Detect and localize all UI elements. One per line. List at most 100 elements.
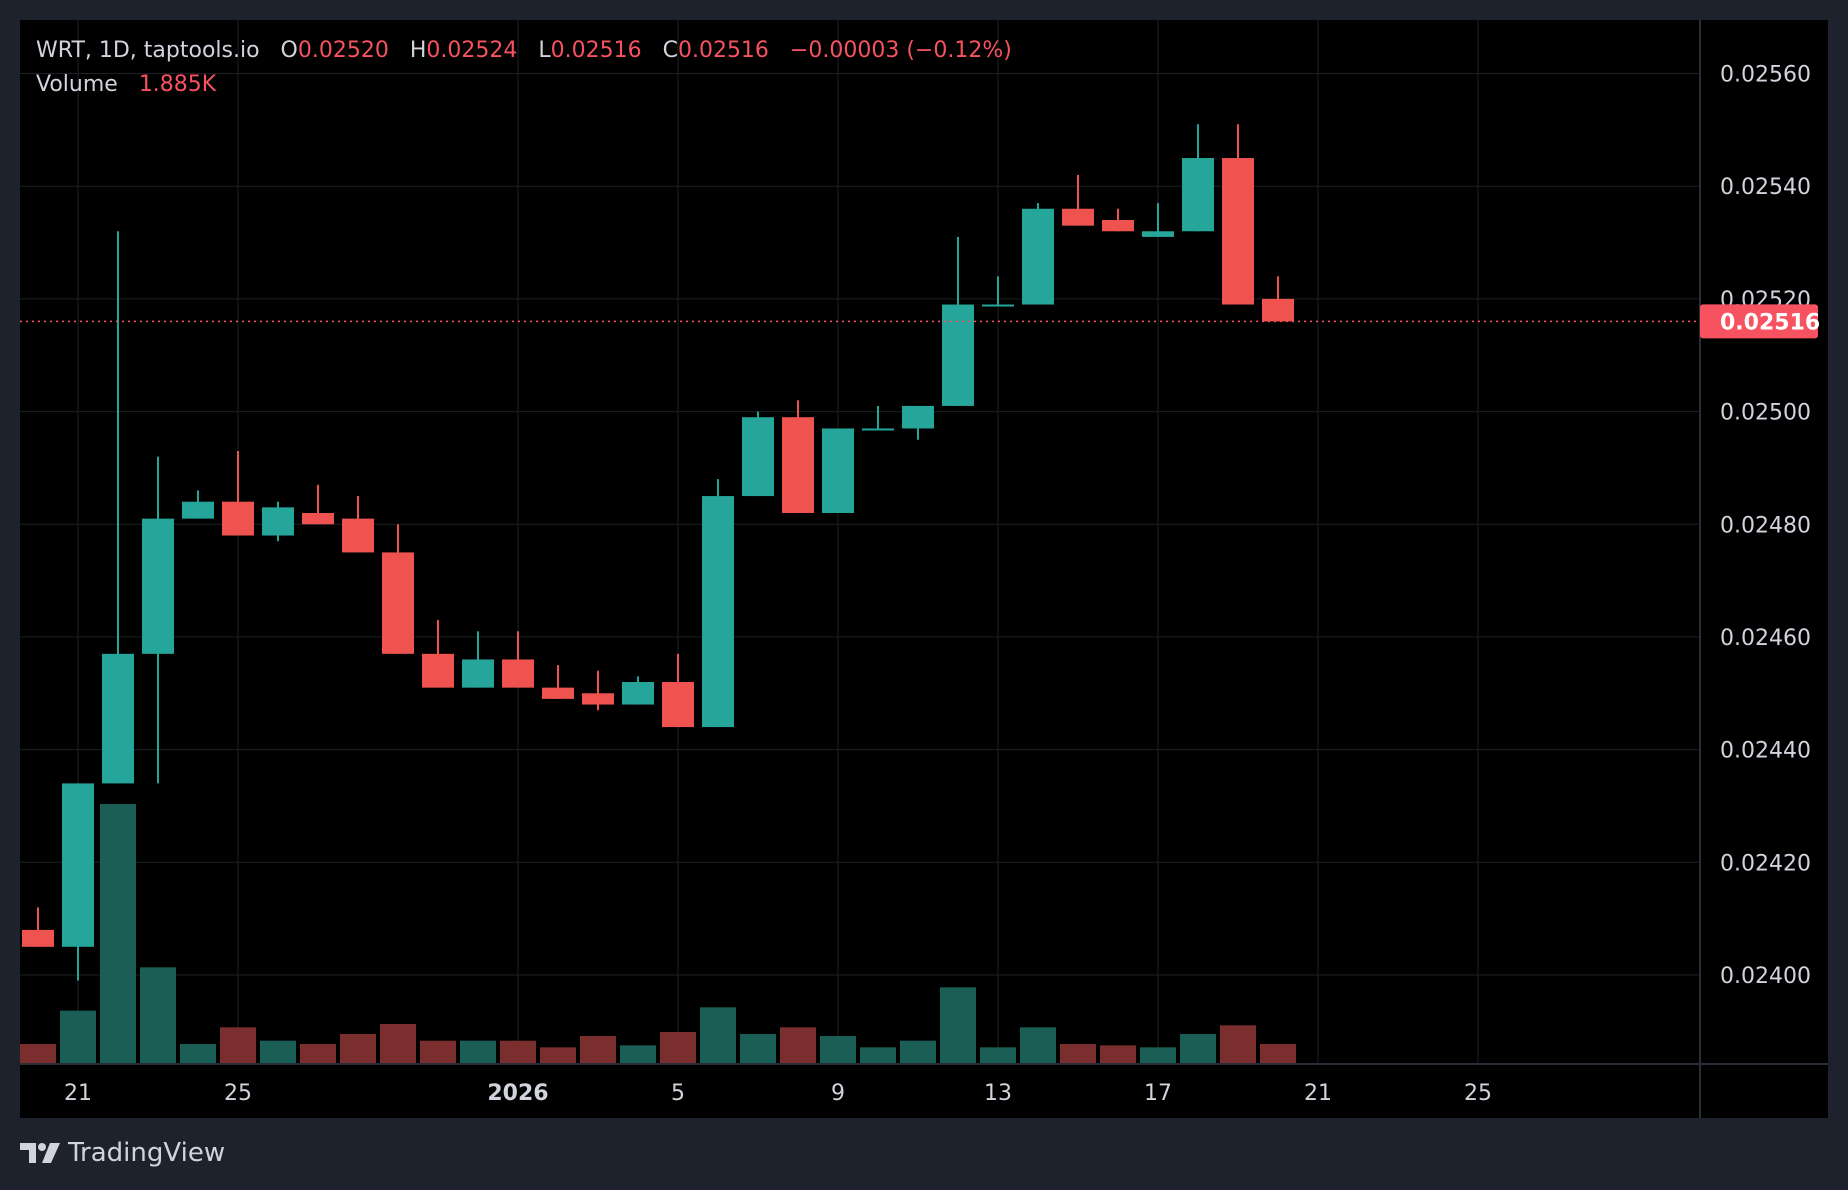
ohlc-legend: WRT, 1D, taptools.io O0.02520 H0.02524 L… [36, 38, 1012, 63]
price-tick-label: 0.02480 [1720, 513, 1811, 538]
volume-bar [1260, 1044, 1296, 1064]
candle-body [982, 304, 1014, 307]
candle-body [542, 687, 574, 699]
volume-bar [780, 1027, 816, 1064]
time-axis: 21 25 2026 5 9 13 17 21 25 [64, 1081, 1492, 1106]
time-tick-label: 5 [671, 1081, 685, 1106]
time-tick-label: 13 [984, 1081, 1012, 1106]
volume-bar [100, 804, 136, 1064]
close-label: C [662, 38, 678, 63]
volume-bar [1020, 1027, 1056, 1064]
time-tick-label: 17 [1144, 1081, 1172, 1106]
time-tick-label: 21 [64, 1081, 92, 1106]
time-tick-label: 25 [224, 1081, 252, 1106]
price-tick-label: 0.02540 [1720, 175, 1811, 200]
change-value: −0.00003 (−0.12%) [789, 38, 1012, 63]
high-label: H [409, 38, 427, 63]
volume-bar [420, 1040, 456, 1064]
candle-body [382, 552, 414, 654]
candle-body [1022, 208, 1054, 305]
candle-body [142, 518, 174, 654]
candle-body [662, 682, 694, 728]
candle-body [462, 659, 494, 688]
time-tick-label: 21 [1304, 1081, 1332, 1106]
volume-bar [940, 987, 976, 1064]
candle-body [1222, 158, 1254, 305]
volume-bar [860, 1047, 896, 1064]
low-value: 0.02516 [550, 38, 642, 63]
candle-body [782, 417, 814, 513]
volume-label[interactable]: Volume [36, 72, 118, 97]
candle-body [862, 428, 894, 431]
high-value: 0.02524 [426, 38, 518, 63]
plot-background [20, 20, 1828, 1118]
symbol-label[interactable]: WRT, 1D, taptools.io [36, 38, 260, 63]
volume-bar [620, 1045, 656, 1064]
candle-body [622, 682, 654, 705]
candle-body [942, 304, 974, 406]
volume-bar [20, 1044, 56, 1064]
candle-body [422, 653, 454, 688]
last-price-badge: 0.02516 [1700, 304, 1820, 339]
volume-bar [820, 1036, 856, 1064]
price-tick-label: 0.02420 [1720, 851, 1811, 876]
volume-bar [740, 1034, 776, 1064]
price-tick-label: 0.02500 [1720, 401, 1811, 426]
volume-bar [1180, 1034, 1216, 1064]
volume-bar [1220, 1025, 1256, 1064]
candle-body [222, 501, 254, 536]
volume-bar [380, 1024, 416, 1064]
open-value: 0.02520 [297, 38, 389, 63]
candle-body [262, 507, 294, 536]
volume-bar [1100, 1045, 1136, 1064]
volume-bars [20, 804, 1296, 1064]
volume-bar [980, 1047, 1016, 1064]
price-tick-label: 0.02400 [1720, 964, 1811, 989]
candle-body [1062, 208, 1094, 226]
candle-body [302, 512, 334, 525]
price-tick-label: 0.02460 [1720, 626, 1811, 651]
volume-bar [260, 1040, 296, 1064]
price-tick-label: 0.02560 [1720, 63, 1811, 88]
candle-body [742, 417, 774, 497]
candle-body [342, 518, 374, 553]
grid-lines [20, 20, 1700, 1064]
time-tick-label: 9 [831, 1081, 845, 1106]
candle-body [1182, 158, 1214, 232]
price-axis: 0.025600.025400.025200.025000.024800.024… [1720, 63, 1811, 989]
volume-bar [540, 1047, 576, 1064]
volume-bar [660, 1032, 696, 1064]
tradingview-brand[interactable]: TradingView [20, 1138, 225, 1168]
tradingview-logo-icon [20, 1143, 60, 1163]
volume-bar [340, 1034, 376, 1064]
candle-body [502, 659, 534, 688]
volume-bar [1060, 1044, 1096, 1064]
volume-bar [900, 1040, 936, 1064]
volume-bar [1140, 1047, 1176, 1064]
volume-legend: Volume 1.885K [36, 72, 216, 97]
volume-bar [460, 1040, 496, 1064]
volume-bar [60, 1010, 96, 1064]
volume-bar [300, 1044, 336, 1064]
candle-body [1262, 298, 1294, 322]
candle-body [702, 496, 734, 728]
brand-name: TradingView [68, 1138, 226, 1168]
volume-bar [180, 1044, 216, 1064]
volume-value: 1.885K [138, 72, 217, 97]
low-label: L [538, 38, 551, 63]
candle-body [1142, 231, 1174, 237]
close-value: 0.02516 [677, 38, 769, 63]
candle-body [822, 428, 854, 513]
volume-bar [580, 1036, 616, 1064]
candle-body [62, 783, 94, 947]
last-price-badge-label: 0.02516 [1720, 310, 1820, 335]
last-price-badge-bg [1700, 304, 1818, 339]
candle-body [902, 405, 934, 429]
candle-body [102, 653, 134, 784]
volume-bar [500, 1040, 536, 1064]
time-tick-label: 2026 [487, 1081, 548, 1106]
volume-bar [700, 1007, 736, 1064]
time-tick-label: 25 [1464, 1081, 1492, 1106]
volume-bar [220, 1027, 256, 1064]
